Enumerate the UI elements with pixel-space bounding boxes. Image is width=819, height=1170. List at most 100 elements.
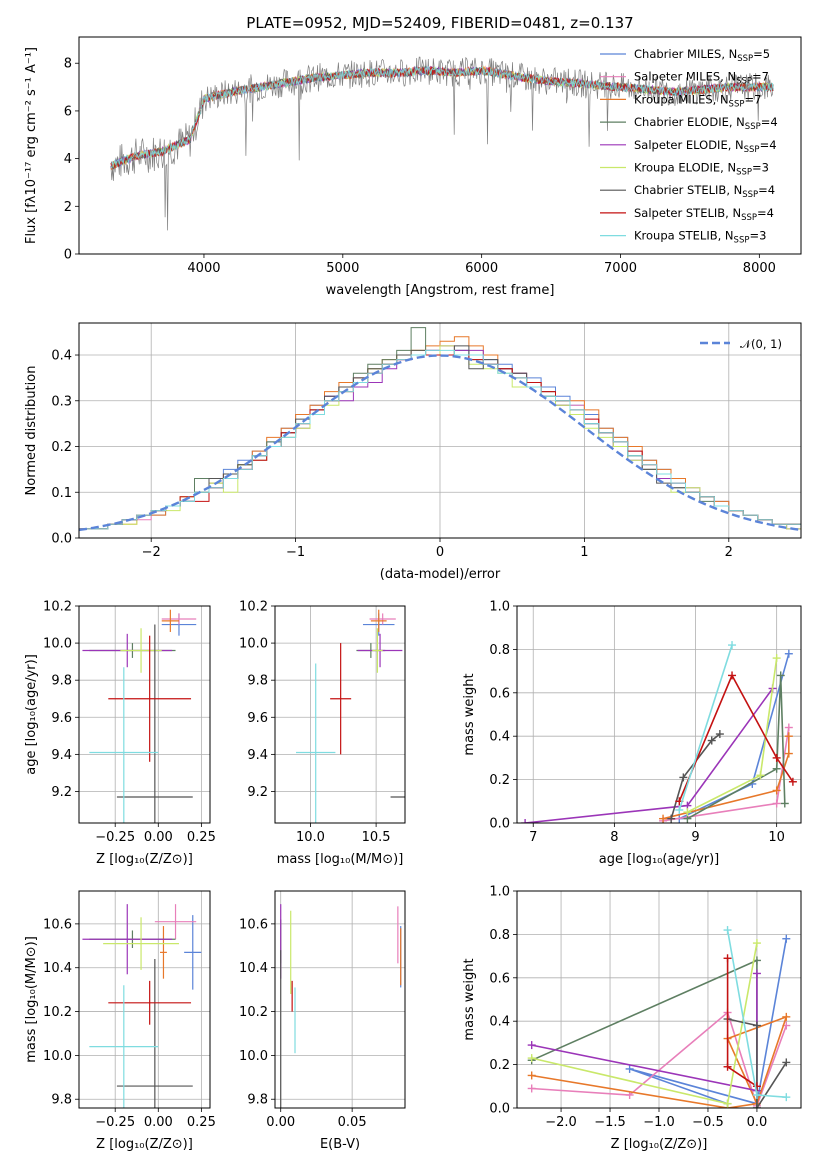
- legend-label: Salpeter STELIB, NSSP=4: [634, 206, 774, 223]
- x-axis-label: E(B-V): [320, 1137, 360, 1152]
- x-tick-label: 0.00: [144, 830, 173, 845]
- y-tick-label: 9.4: [51, 748, 72, 763]
- y-tick-label: 0.8: [489, 643, 510, 658]
- legend-label-tail: =4: [761, 115, 778, 129]
- y-tick-label: 9.2: [247, 785, 268, 800]
- y-tick-label: 0.4: [489, 1015, 510, 1030]
- axes-frame: [78, 605, 211, 824]
- x-axis-label: mass [log₁₀(M/M⊙)]: [277, 852, 404, 867]
- y-tick-label: 0.3: [51, 394, 72, 409]
- y-tick-label: 10.6: [43, 917, 72, 932]
- axes-frame: [78, 36, 802, 255]
- x-axis-label: Z [log₁₀(Z/Z⊙)]: [611, 1137, 708, 1152]
- x-tick-label: −2.0: [545, 1115, 577, 1130]
- x-tick-label: −0.25: [95, 830, 135, 845]
- y-tick-label: 10.2: [43, 600, 72, 615]
- histogram-lines: [79, 327, 801, 532]
- y-tick-label: 10.0: [43, 1049, 72, 1064]
- x-tick-label: 8: [610, 830, 618, 845]
- y-tick-label: 10.4: [43, 961, 72, 976]
- legend-label-main: Salpeter ELODIE, N: [634, 138, 744, 152]
- x-tick-label: 7: [529, 830, 537, 845]
- y-tick-label: 10.0: [239, 637, 268, 652]
- weight-series-line: [629, 938, 788, 1105]
- x-axis-label: Z [log₁₀(Z/Z⊙)]: [96, 852, 193, 867]
- legend-label-main: Kroupa MILES, N: [634, 92, 729, 106]
- legend-label: Kroupa MILES, NSSP=7: [634, 92, 761, 109]
- y-axis-label: Flux [fλ10⁻¹⁷ erg cm⁻² s⁻¹ A⁻¹]: [24, 47, 39, 244]
- y-tick-label: 0: [64, 248, 72, 263]
- y-tick-label: 0.6: [489, 686, 510, 701]
- y-tick-label: 9.8: [51, 674, 72, 689]
- axes-frame: [274, 605, 406, 824]
- y-tick-label: 4: [64, 152, 72, 167]
- residual-histogram-panel: −2 −1 0 1 2 0.0 0.1 0.2 0.3 0.4 (data-model)/error…: [24, 322, 802, 582]
- legend-label-tail: =4: [757, 206, 774, 220]
- legend-label: Salpeter ELODIE, NSSP=4: [634, 138, 777, 155]
- legend-label-main: Salpeter STELIB, N: [634, 206, 741, 220]
- legend-label-main: Chabrier ELODIE, N: [634, 115, 745, 129]
- x-axis-label: age [log₁₀(age/yr)]: [599, 852, 720, 867]
- legend-label-sub: SSP: [742, 190, 758, 200]
- weight-series-line: [678, 644, 733, 811]
- axes-frame: [274, 890, 406, 1109]
- legend-label-main: Salpeter MILES, N: [634, 70, 736, 84]
- model-spectrum-line: [110, 65, 774, 169]
- legend-label: Salpeter MILES, NSSP=7: [634, 70, 769, 87]
- x-tick-label: −1.0: [643, 1115, 675, 1130]
- legend-label: Chabrier MILES, NSSP=5: [634, 47, 770, 64]
- y-tick-label: 10.4: [239, 961, 268, 976]
- x-axis-label: (data-model)/error: [380, 567, 501, 582]
- x-tick-label: −0.5: [692, 1115, 724, 1130]
- histogram-step: [79, 349, 801, 530]
- x-tick-label: 7000: [604, 261, 637, 276]
- y-axis-label: mass weight: [462, 958, 477, 1040]
- y-tick-label: 10.2: [43, 1005, 72, 1020]
- axes-frame: [78, 322, 802, 539]
- y-tick-label: 9.6: [51, 711, 72, 726]
- weight-series-line: [678, 673, 794, 802]
- y-tick-label: 0.2: [51, 440, 72, 455]
- y-tick-label: 10.6: [239, 917, 268, 932]
- legend-label-main: Chabrier MILES, N: [634, 47, 737, 61]
- legend-label-sub: SSP: [737, 54, 753, 64]
- y-tick-label: 1.0: [489, 885, 510, 900]
- weight-series-line: [727, 1018, 787, 1108]
- y-axis-label: Normed distribution: [24, 366, 39, 496]
- y-tick-label: 10.0: [239, 1049, 268, 1064]
- legend-label-sub: SSP: [741, 213, 757, 223]
- legend-label-tail: =7: [744, 92, 761, 106]
- x-tick-label: −0.25: [95, 1115, 135, 1130]
- x-tick-label: 2: [725, 545, 733, 560]
- x-tick-label: 0.00: [144, 1115, 173, 1130]
- weight-vs-age-panel: 7 8 9 10 0.0 0.2 0.4 0.6 0.8 1.0 age [log₁₀(age/yr…: [462, 600, 802, 867]
- y-tick-label: 9.8: [247, 1093, 268, 1108]
- legend-label-tail: =4: [760, 138, 777, 152]
- errorbars: [280, 904, 402, 1108]
- x-tick-label: 0.00: [266, 1115, 295, 1130]
- weight-vs-metallicity-panel: −2.0 −1.5 −1.0 −0.5 0.0 0.0 0.2 0.4 0.6 0.8 1.0 Z […: [462, 885, 802, 1152]
- x-tick-label: 6000: [465, 261, 498, 276]
- y-axis-label: mass weight: [462, 673, 477, 755]
- x-tick-label: 8000: [743, 261, 776, 276]
- y-tick-label: 0.1: [51, 486, 72, 501]
- y-tick-label: 9.6: [247, 711, 268, 726]
- y-tick-label: 1.0: [489, 600, 510, 615]
- axes-frame: [516, 605, 802, 824]
- x-tick-label: 10.5: [362, 830, 391, 845]
- y-axis-label: mass [log₁₀(M/M⊙)]: [24, 936, 39, 1063]
- legend-label-tail: =4: [758, 183, 775, 197]
- legend-label: Kroupa ELODIE, NSSP=3: [634, 161, 769, 178]
- legend-label-sub: SSP: [744, 145, 760, 155]
- x-tick-label: 0: [436, 545, 444, 560]
- spectrum-lines: [110, 56, 774, 231]
- errorbars: [82, 904, 202, 1108]
- y-tick-label: 0.0: [489, 817, 510, 832]
- legend-label-sub: SSP: [734, 236, 750, 246]
- y-tick-label: 9.2: [51, 785, 72, 800]
- y-tick-label: 9.8: [51, 1093, 72, 1108]
- y-tick-label: 9.4: [247, 748, 268, 763]
- weight-series-line: [662, 736, 790, 820]
